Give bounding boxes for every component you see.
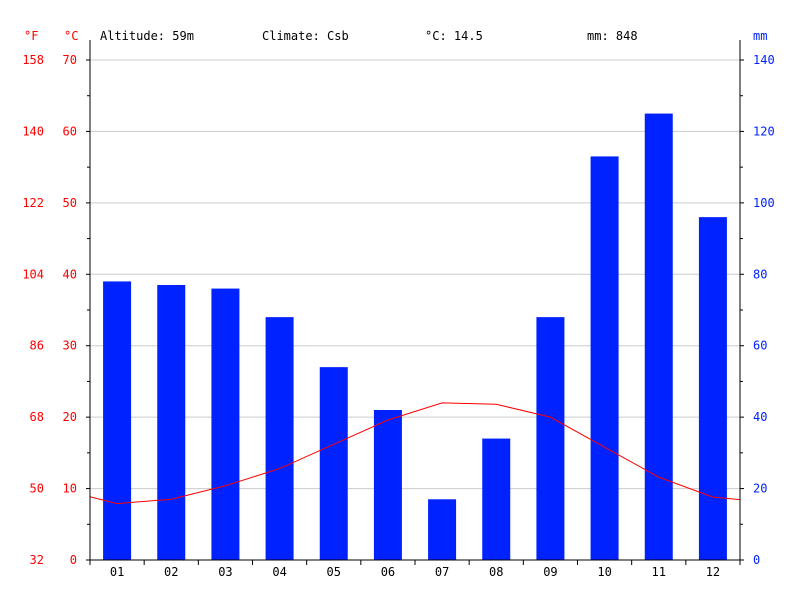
month-tick-label: 04 bbox=[272, 565, 286, 579]
fahrenheit-tick-label: 140 bbox=[22, 124, 44, 138]
fahrenheit-tick-label: 122 bbox=[22, 196, 44, 210]
annual-precip-label: mm: 848 bbox=[587, 29, 638, 43]
celsius-tick-label: 50 bbox=[63, 196, 77, 210]
fahrenheit-tick-label: 104 bbox=[22, 267, 44, 281]
altitude-label: Altitude: 59m bbox=[100, 29, 194, 43]
precip-bar bbox=[373, 410, 402, 560]
mm-unit-label: mm bbox=[753, 29, 767, 43]
month-tick-label: 08 bbox=[489, 565, 503, 579]
month-tick-label: 11 bbox=[652, 565, 666, 579]
fahrenheit-tick-label: 32 bbox=[30, 553, 44, 567]
mm-tick-label: 100 bbox=[753, 196, 775, 210]
celsius-tick-label: 40 bbox=[63, 267, 77, 281]
mm-tick-label: 0 bbox=[753, 553, 760, 567]
precip-bar bbox=[536, 317, 565, 560]
precip-bar bbox=[590, 156, 619, 560]
precip-bar bbox=[698, 217, 727, 560]
mm-tick-label: 20 bbox=[753, 482, 767, 496]
mm-tick-label: 60 bbox=[753, 339, 767, 353]
month-tick-label: 09 bbox=[543, 565, 557, 579]
fahrenheit-tick-label: 50 bbox=[30, 482, 44, 496]
temperature-line-group bbox=[89, 402, 741, 505]
precip-bar bbox=[428, 499, 457, 560]
celsius-unit-label: °C bbox=[64, 29, 78, 43]
month-tick-label: 06 bbox=[381, 565, 395, 579]
precip-bar bbox=[265, 317, 294, 560]
celsius-tick-label: 70 bbox=[63, 53, 77, 67]
precip-bar bbox=[644, 113, 673, 561]
month-tick-label: 12 bbox=[706, 565, 720, 579]
fahrenheit-unit-label: °F bbox=[24, 29, 38, 43]
precipitation-bars bbox=[103, 113, 727, 561]
month-tick-label: 05 bbox=[327, 565, 341, 579]
precip-bar bbox=[157, 285, 186, 560]
grid-lines bbox=[90, 59, 740, 490]
month-tick-label: 03 bbox=[218, 565, 232, 579]
month-tick-label: 07 bbox=[435, 565, 449, 579]
climate-label: Climate: Csb bbox=[262, 29, 349, 43]
tick-labels-group: 1581401221048668503270605040302010014012… bbox=[22, 53, 774, 579]
month-tick-label: 10 bbox=[597, 565, 611, 579]
precip-bar bbox=[103, 281, 132, 560]
mm-tick-label: 80 bbox=[753, 267, 767, 281]
celsius-tick-label: 30 bbox=[63, 339, 77, 353]
celsius-tick-label: 20 bbox=[63, 410, 77, 424]
month-tick-label: 02 bbox=[164, 565, 178, 579]
axes-group bbox=[86, 40, 744, 565]
precip-bar bbox=[319, 367, 348, 560]
precip-bar bbox=[211, 288, 240, 560]
mm-tick-label: 120 bbox=[753, 124, 775, 138]
celsius-tick-label: 0 bbox=[70, 553, 77, 567]
mean-temp-label: °C: 14.5 bbox=[425, 29, 483, 43]
celsius-tick-label: 10 bbox=[63, 482, 77, 496]
mm-tick-label: 40 bbox=[753, 410, 767, 424]
precip-bar bbox=[482, 438, 511, 560]
month-tick-label: 01 bbox=[110, 565, 124, 579]
temperature-line bbox=[89, 402, 741, 505]
fahrenheit-tick-label: 68 bbox=[30, 410, 44, 424]
fahrenheit-tick-label: 158 bbox=[22, 53, 44, 67]
mm-tick-label: 140 bbox=[753, 53, 775, 67]
fahrenheit-tick-label: 86 bbox=[30, 339, 44, 353]
celsius-tick-label: 60 bbox=[63, 124, 77, 138]
